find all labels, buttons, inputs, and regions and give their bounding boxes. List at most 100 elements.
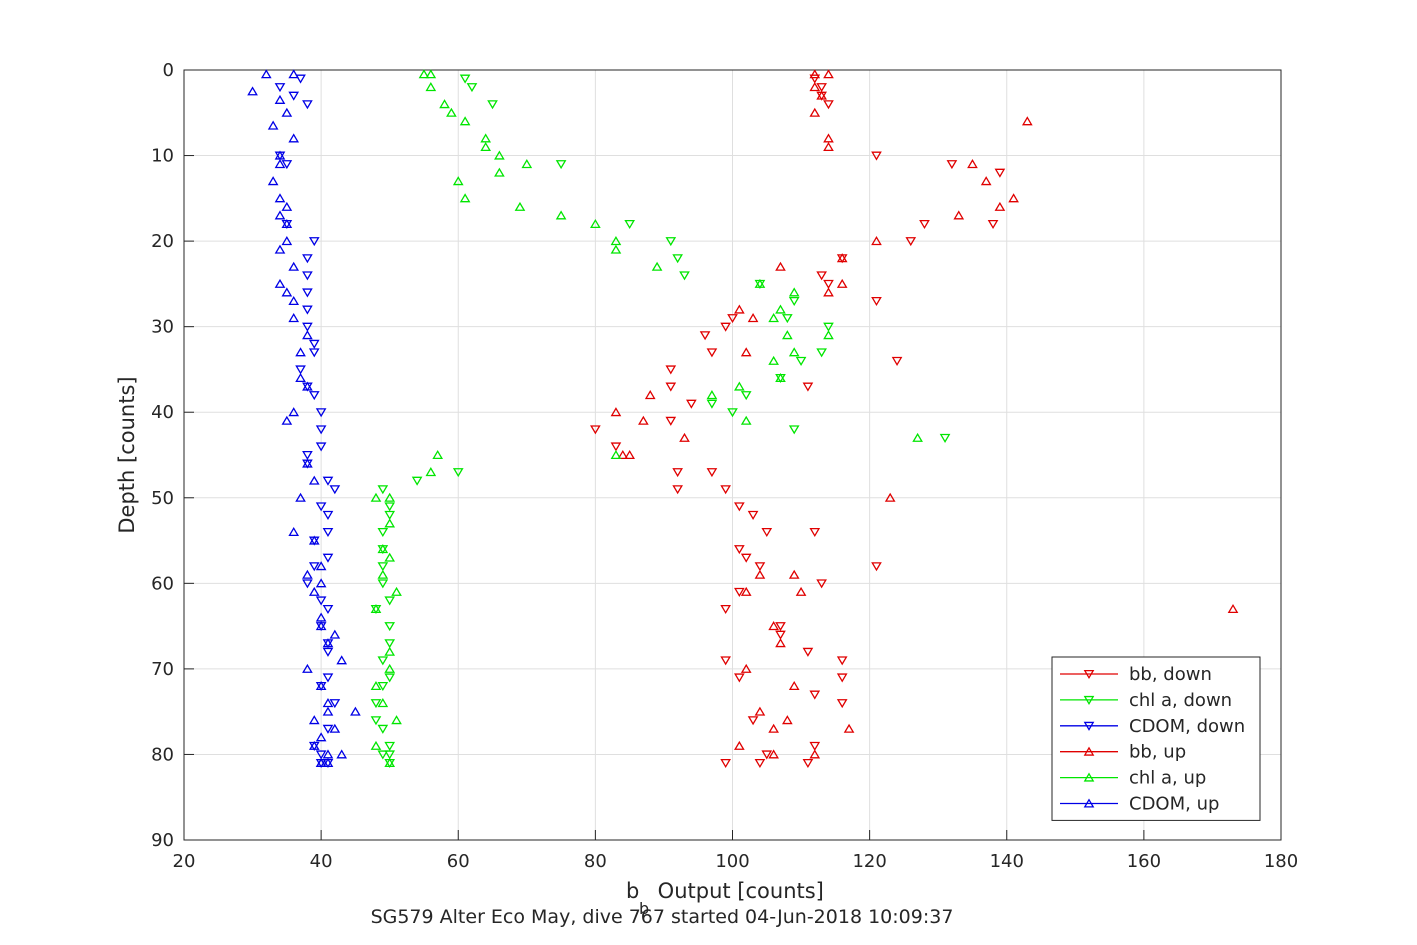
y-tick-label: 90 (151, 830, 174, 851)
data-point (411, 476, 423, 486)
data-point (795, 586, 807, 596)
data-point (302, 322, 313, 332)
data-point (809, 107, 821, 117)
data-point (274, 193, 286, 203)
data-point (720, 485, 731, 495)
data-point (521, 159, 533, 169)
data-point (466, 83, 478, 93)
legend-label: bb, down (1129, 664, 1212, 685)
data-point (322, 698, 334, 708)
data-point (288, 69, 300, 79)
data-point (281, 287, 293, 297)
data-point (905, 237, 917, 247)
data-point (624, 219, 635, 230)
data-point (425, 467, 437, 477)
data-point (384, 510, 396, 520)
data-point (274, 278, 286, 288)
data-point (706, 468, 718, 478)
data-point (377, 485, 389, 495)
legend-label: CDOM, up (1129, 794, 1219, 815)
data-point (302, 458, 313, 468)
data-point (775, 638, 786, 648)
data-point (260, 69, 272, 79)
data-point (384, 552, 396, 562)
data-point (288, 133, 300, 143)
data-point (452, 468, 464, 478)
data-point (775, 261, 786, 271)
data-point (610, 442, 622, 452)
data-point (315, 425, 327, 435)
data-point (706, 399, 718, 409)
data-point (768, 723, 779, 733)
data-point (795, 356, 807, 366)
data-point (734, 381, 745, 391)
data-point (686, 399, 697, 409)
series-3 (610, 69, 1239, 759)
data-point (727, 314, 738, 324)
data-point (315, 596, 327, 606)
data-point (734, 502, 745, 512)
data-point (322, 749, 334, 759)
series-5 (247, 69, 361, 768)
data-point (377, 579, 389, 589)
data-point (384, 663, 396, 673)
data-point (891, 356, 903, 366)
data-point (747, 716, 759, 726)
data-point (610, 236, 622, 246)
data-point (754, 569, 766, 579)
x-tick-label: 140 (990, 851, 1024, 872)
data-point (322, 527, 334, 538)
data-point (590, 425, 601, 435)
data-point (740, 663, 752, 673)
data-point (329, 723, 341, 733)
x-tick-label: 120 (852, 851, 886, 872)
data-point (494, 167, 505, 177)
x-tick-label: 20 (173, 851, 196, 872)
x-tick-label: 100 (715, 851, 749, 872)
data-point (788, 347, 800, 357)
y-tick-label: 70 (151, 659, 174, 680)
data-point (638, 415, 649, 425)
data-point (665, 365, 677, 375)
legend-marker (1083, 669, 1095, 680)
legend-marker (1083, 695, 1095, 705)
data-point (782, 330, 793, 340)
data-point (871, 151, 882, 161)
data-point (788, 425, 800, 435)
data-point (459, 193, 471, 203)
data-point (699, 331, 711, 341)
data-point (775, 630, 786, 640)
data-point (274, 150, 286, 160)
data-point (452, 176, 464, 186)
data-point (370, 716, 382, 726)
y-tick-label: 60 (151, 573, 174, 594)
data-point (370, 740, 382, 750)
data-point (754, 278, 766, 288)
data-point (919, 219, 930, 230)
data-point (274, 159, 286, 169)
data-point (322, 476, 334, 486)
x-axis-title-main: b (626, 879, 639, 903)
data-point (720, 656, 731, 666)
data-point (590, 218, 601, 229)
data-point (315, 732, 327, 742)
data-point (802, 382, 814, 392)
data-point (288, 91, 300, 101)
data-point (370, 699, 382, 709)
data-point (295, 372, 306, 383)
legend-label: chl a, up (1129, 768, 1206, 789)
legend-entry: bb, down (1060, 664, 1212, 685)
data-point (809, 749, 821, 759)
data-point (706, 348, 718, 358)
data-point (734, 587, 745, 597)
legend-entry: bb, up (1060, 742, 1186, 763)
data-point (315, 442, 327, 452)
data-point (617, 449, 629, 460)
tick-labels: 20 40 60 80 100 120 140 160 180 0 10 20 30 40 50 60 70 80… (151, 60, 1298, 872)
x-tick-label: 60 (447, 851, 470, 872)
data-point (370, 680, 382, 691)
data-point (308, 715, 320, 725)
data-point (836, 699, 848, 709)
data-point (727, 408, 738, 418)
data-point (274, 94, 286, 104)
